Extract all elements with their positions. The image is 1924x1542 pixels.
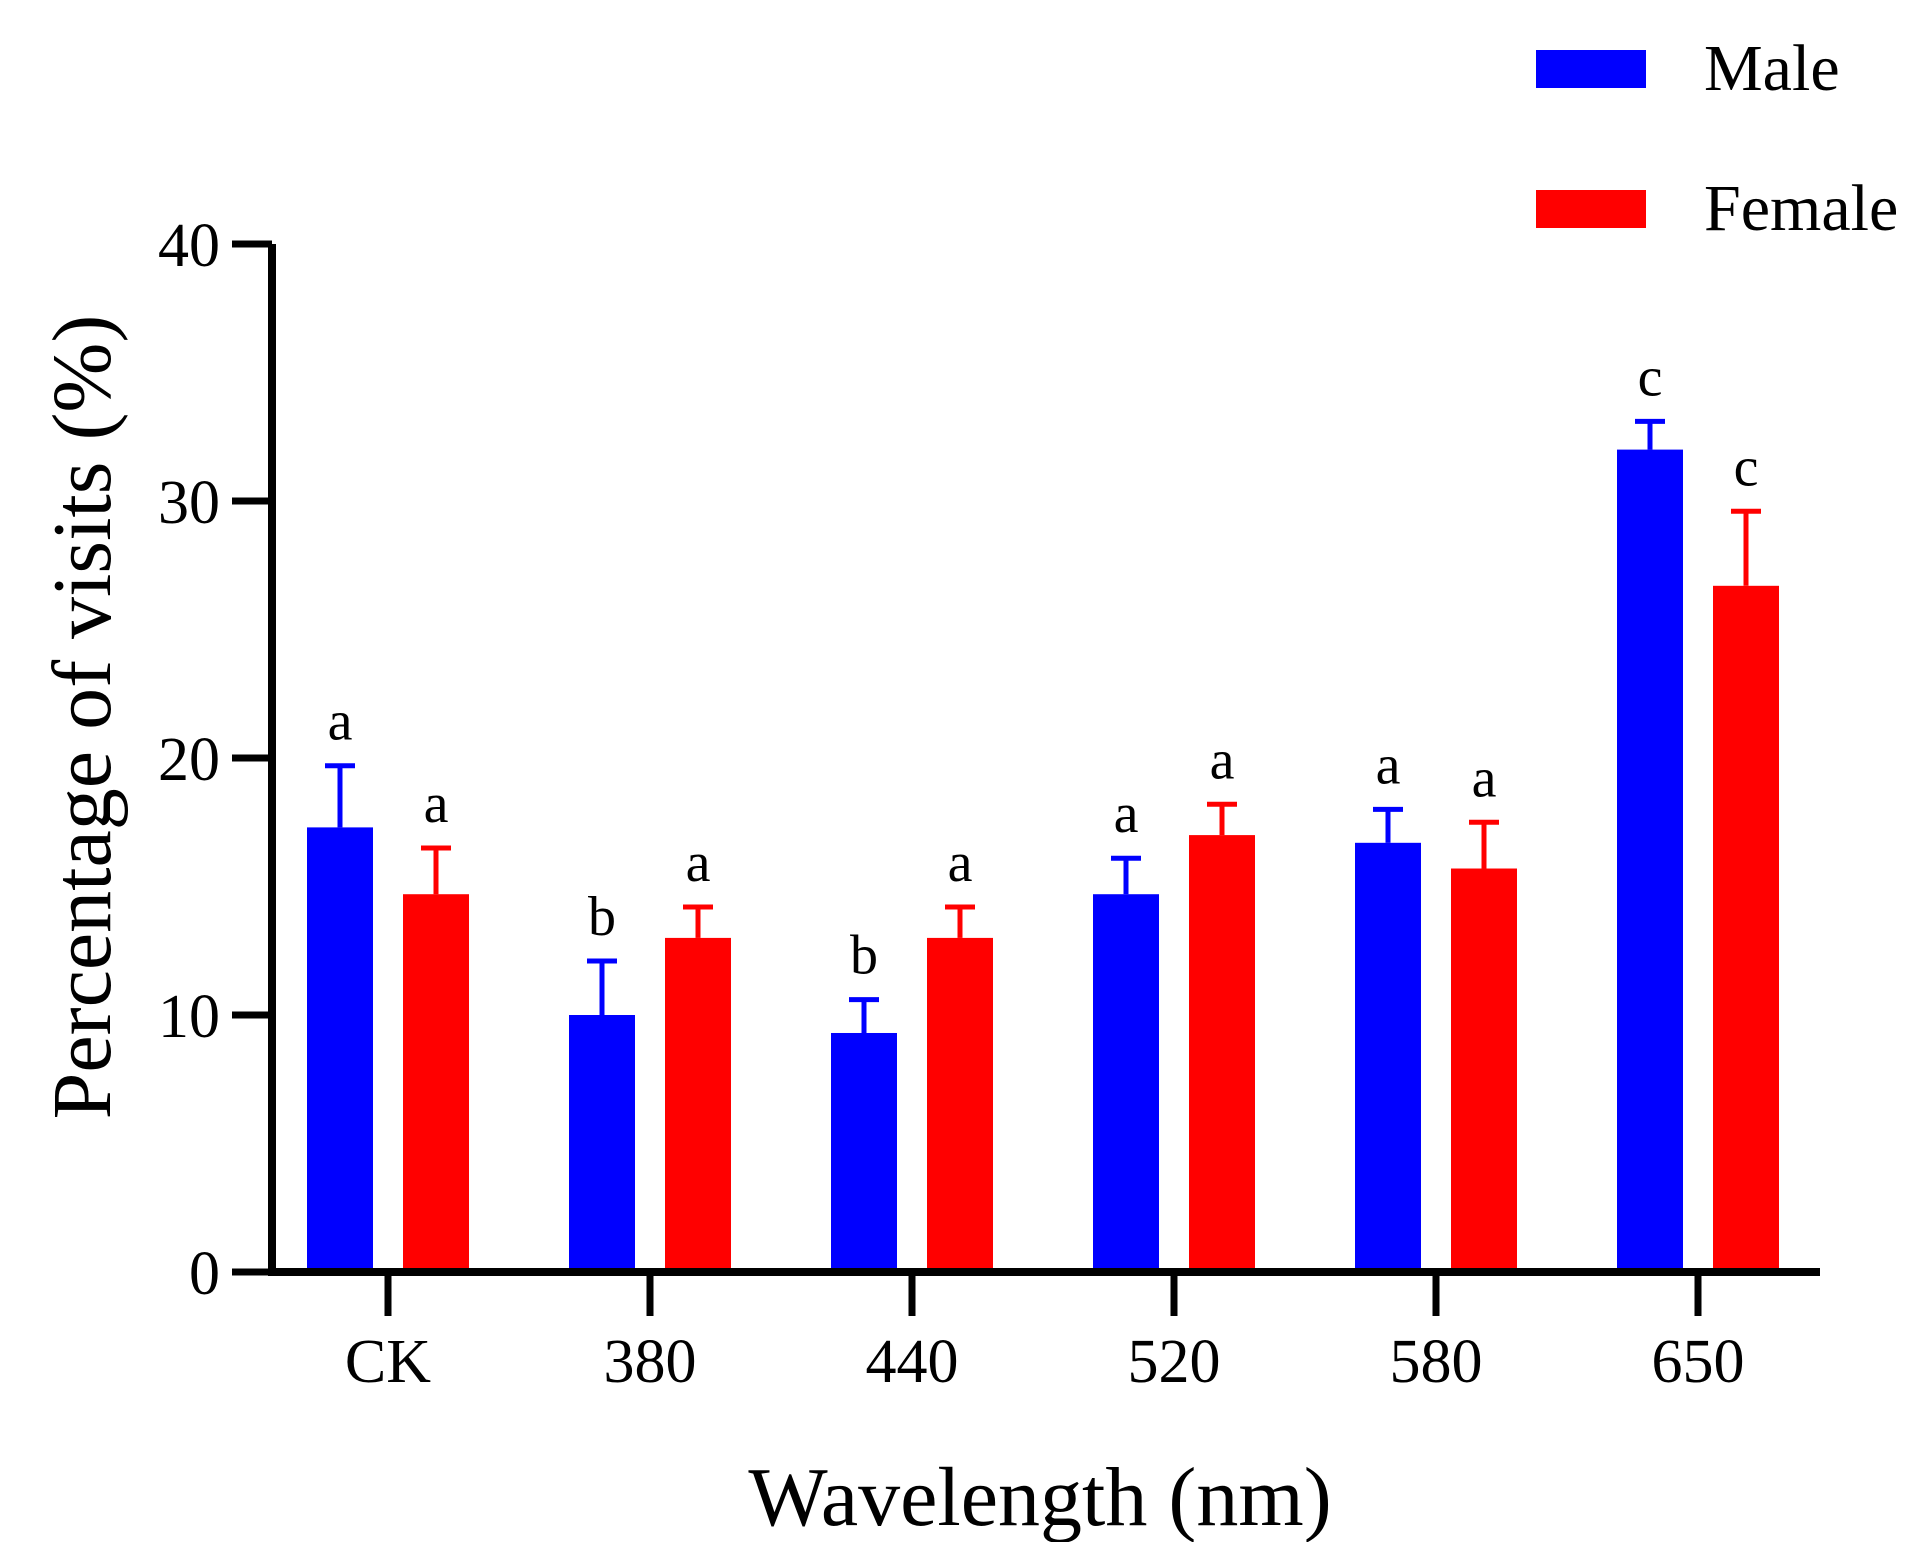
x-tick-label-440: 440 [866, 1328, 959, 1396]
bar-female-440 [927, 937, 993, 1272]
significance-label-female-380: a [686, 832, 711, 894]
significance-label-male-580: a [1376, 734, 1401, 796]
significance-label-female-520: a [1210, 729, 1235, 791]
significance-label-male-440: b [850, 925, 878, 987]
significance-label-female-580: a [1472, 747, 1497, 809]
y-tick-label-40: 40 [158, 212, 220, 280]
bar-male-520 [1093, 894, 1159, 1272]
bar-male-ck [307, 827, 373, 1272]
bar-male-440 [831, 1032, 897, 1272]
bar-male-650 [1617, 449, 1683, 1273]
x-tick-label-580: 580 [1390, 1328, 1483, 1396]
significance-label-male-380: b [588, 886, 616, 948]
y-axis-title: Percentage of visits (%) [36, 315, 129, 1120]
y-tick-label-20: 20 [158, 726, 220, 794]
bar-female-ck [403, 894, 469, 1272]
y-tick-label-30: 30 [158, 469, 220, 537]
x-tick-label-650: 650 [1652, 1328, 1745, 1396]
y-tick-label-0: 0 [189, 1240, 220, 1308]
bar-male-580 [1355, 842, 1421, 1272]
bar-male-380 [569, 1015, 635, 1272]
bar-female-580 [1451, 868, 1517, 1272]
chart-axes: 0 10 20 30 40 CK 380 440 520 580 650 [158, 212, 1820, 1396]
legend-label-female: Female [1704, 172, 1898, 245]
significance-label-female-ck: a [424, 773, 449, 835]
bar-female-380 [665, 937, 731, 1272]
bar-female-520 [1189, 835, 1255, 1272]
x-axis-title: Wavelength (nm) [748, 1451, 1331, 1542]
y-tick-label-10: 10 [158, 983, 220, 1051]
x-tick-label-ck: CK [345, 1328, 431, 1396]
chart-marks: a b b a a c a a a a a c [307, 346, 1779, 1273]
significance-label-female-650: c [1734, 436, 1759, 498]
significance-label-male-650: c [1638, 346, 1663, 408]
legend-label-male: Male [1704, 32, 1840, 105]
bar-female-650 [1713, 585, 1779, 1272]
significance-label-male-520: a [1114, 783, 1139, 845]
significance-label-female-440: a [948, 832, 973, 894]
x-tick-label-380: 380 [604, 1328, 697, 1396]
significance-label-male-ck: a [328, 691, 353, 753]
x-tick-label-520: 520 [1128, 1328, 1221, 1396]
chart-legend: Male Female [1536, 32, 1898, 245]
legend-swatch-female [1536, 190, 1646, 228]
legend-swatch-male [1536, 50, 1646, 88]
